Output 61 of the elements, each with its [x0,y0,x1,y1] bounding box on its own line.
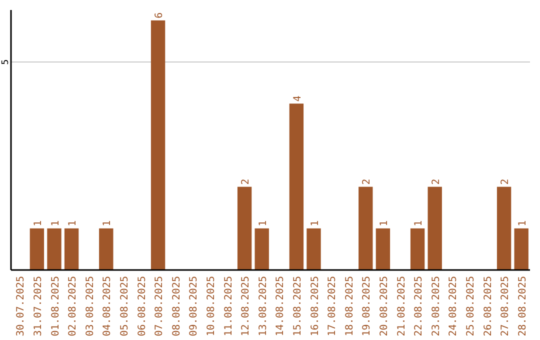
x-tick-label: 22.08.2025 [414,276,425,336]
x-tick-label: 01.08.2025 [50,276,62,336]
x-tick-label: 28.08.2025 [517,276,528,336]
data-label: 2 [430,178,442,185]
bar [306,228,321,270]
x-tick-label: 04.08.2025 [102,276,114,336]
bar [64,228,79,270]
bar [237,186,252,270]
x-tick-label: 25.08.2025 [465,276,476,336]
bar [99,228,114,270]
bar [289,104,304,270]
data-label: 4 [292,96,304,102]
x-tick-label: 17.08.2025 [327,276,338,336]
x-tick-label: 13.08.2025 [258,276,269,336]
data-label: 1 [310,220,321,226]
x-tick-label: 12.08.2025 [240,276,252,336]
x-tick-label: 10.08.2025 [206,276,217,336]
x-tick-label: 06.08.2025 [136,276,148,336]
data-label: 1 [414,220,425,226]
data-label: 2 [240,178,252,185]
bar [150,20,166,270]
x-tick-label: 18.08.2025 [344,276,356,336]
x-tick-label: 03.08.2025 [84,276,96,336]
x-tick-label: 07.08.2025 [154,276,166,336]
x-tick-label: 30.07.2025 [16,276,27,336]
x-tick-label: 21.08.2025 [396,276,408,336]
data-label: 1 [32,220,44,226]
x-tick-label: 08.08.2025 [171,276,182,336]
bar [514,228,528,270]
bar [496,186,512,270]
bar [428,186,442,270]
bar [47,228,62,270]
bar [30,228,44,270]
x-tick-label: 09.08.2025 [188,276,200,336]
x-tick-label: 05.08.2025 [119,276,130,336]
x-tick-label: 26.08.2025 [482,276,494,336]
data-label: 1 [517,220,528,226]
data-label: 1 [102,220,114,226]
x-tick-label: 16.08.2025 [310,276,321,336]
bar [254,228,269,270]
x-tick-label: 14.08.2025 [275,276,286,336]
data-label: 1 [50,220,62,226]
bar [376,228,390,270]
data-label: 2 [500,178,512,185]
data-label: 2 [362,178,373,185]
x-tick-label: 23.08.2025 [430,276,442,336]
y-tick-label: 5 [1,59,11,65]
x-tick-label: 27.08.2025 [500,276,512,336]
x-tick-label: 11.08.2025 [223,276,234,336]
data-label: 1 [258,220,269,226]
bar [358,186,373,270]
data-label: 1 [68,220,79,226]
x-tick-label: 15.08.2025 [292,276,304,336]
bar [410,228,425,270]
x-tick-label: 02.08.2025 [68,276,79,336]
x-tick-label: 19.08.2025 [362,276,373,336]
x-tick-label: 20.08.2025 [378,276,390,336]
x-tick-label: 31.07.2025 [32,276,44,336]
data-label: 1 [378,220,390,226]
data-label: 6 [154,12,166,18]
x-tick-label: 24.08.2025 [448,276,460,336]
